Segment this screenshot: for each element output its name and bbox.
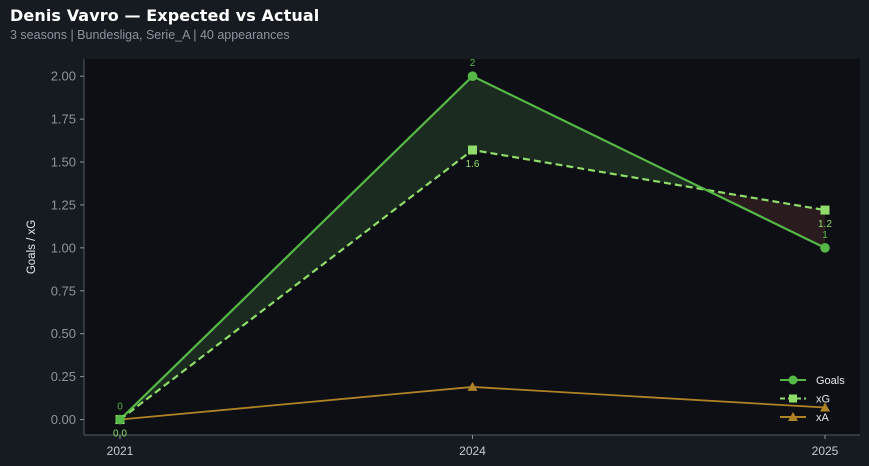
y-tick-label: 0.25	[51, 369, 76, 384]
x-tick-label: 2021	[107, 444, 134, 458]
x-tick-label: 2025	[812, 444, 839, 458]
y-tick-label: 1.75	[51, 112, 76, 127]
chart-subtitle: 3 seasons | Bundesliga, Serie_A | 40 app…	[10, 28, 290, 42]
goals-data-label: 2	[470, 58, 476, 69]
legend-label: xG	[816, 394, 830, 406]
goals-data-label: 1	[822, 230, 828, 241]
y-axis-title: Goals / xG	[26, 220, 38, 274]
y-tick-label: 0.75	[51, 283, 76, 298]
legend-label: Goals	[816, 375, 845, 387]
goals-point	[467, 71, 478, 81]
xg-point	[820, 205, 830, 215]
legend-label: xA	[816, 412, 830, 424]
y-tick-label: 0.50	[51, 326, 76, 341]
chart-title: Denis Vavro — Expected vs Actual	[10, 6, 320, 25]
xa-point	[820, 402, 830, 412]
goals-point	[820, 243, 830, 253]
legend-marker	[788, 412, 798, 421]
xg-point	[468, 145, 477, 155]
y-tick-label: 0.00	[51, 412, 76, 427]
x-tick-label: 2024	[459, 444, 486, 458]
xg-data-label: 1.2	[818, 219, 832, 230]
chart-header: Denis Vavro — Expected vs Actual 3 seaso…	[10, 6, 319, 42]
goals-point	[115, 414, 125, 425]
y-tick-label: 2.00	[51, 69, 76, 84]
y-tick-label: 1.50	[51, 155, 76, 170]
xg-data-label: 1.6	[466, 159, 480, 170]
legend-marker	[788, 375, 798, 385]
goals-data-label: 0	[117, 402, 123, 413]
xa-point	[467, 381, 478, 391]
y-tick-label: 1.00	[51, 240, 76, 255]
xg-data-label: 0.0	[113, 429, 127, 440]
y-tick-label: 1.25	[51, 197, 76, 212]
legend-marker	[789, 394, 797, 403]
